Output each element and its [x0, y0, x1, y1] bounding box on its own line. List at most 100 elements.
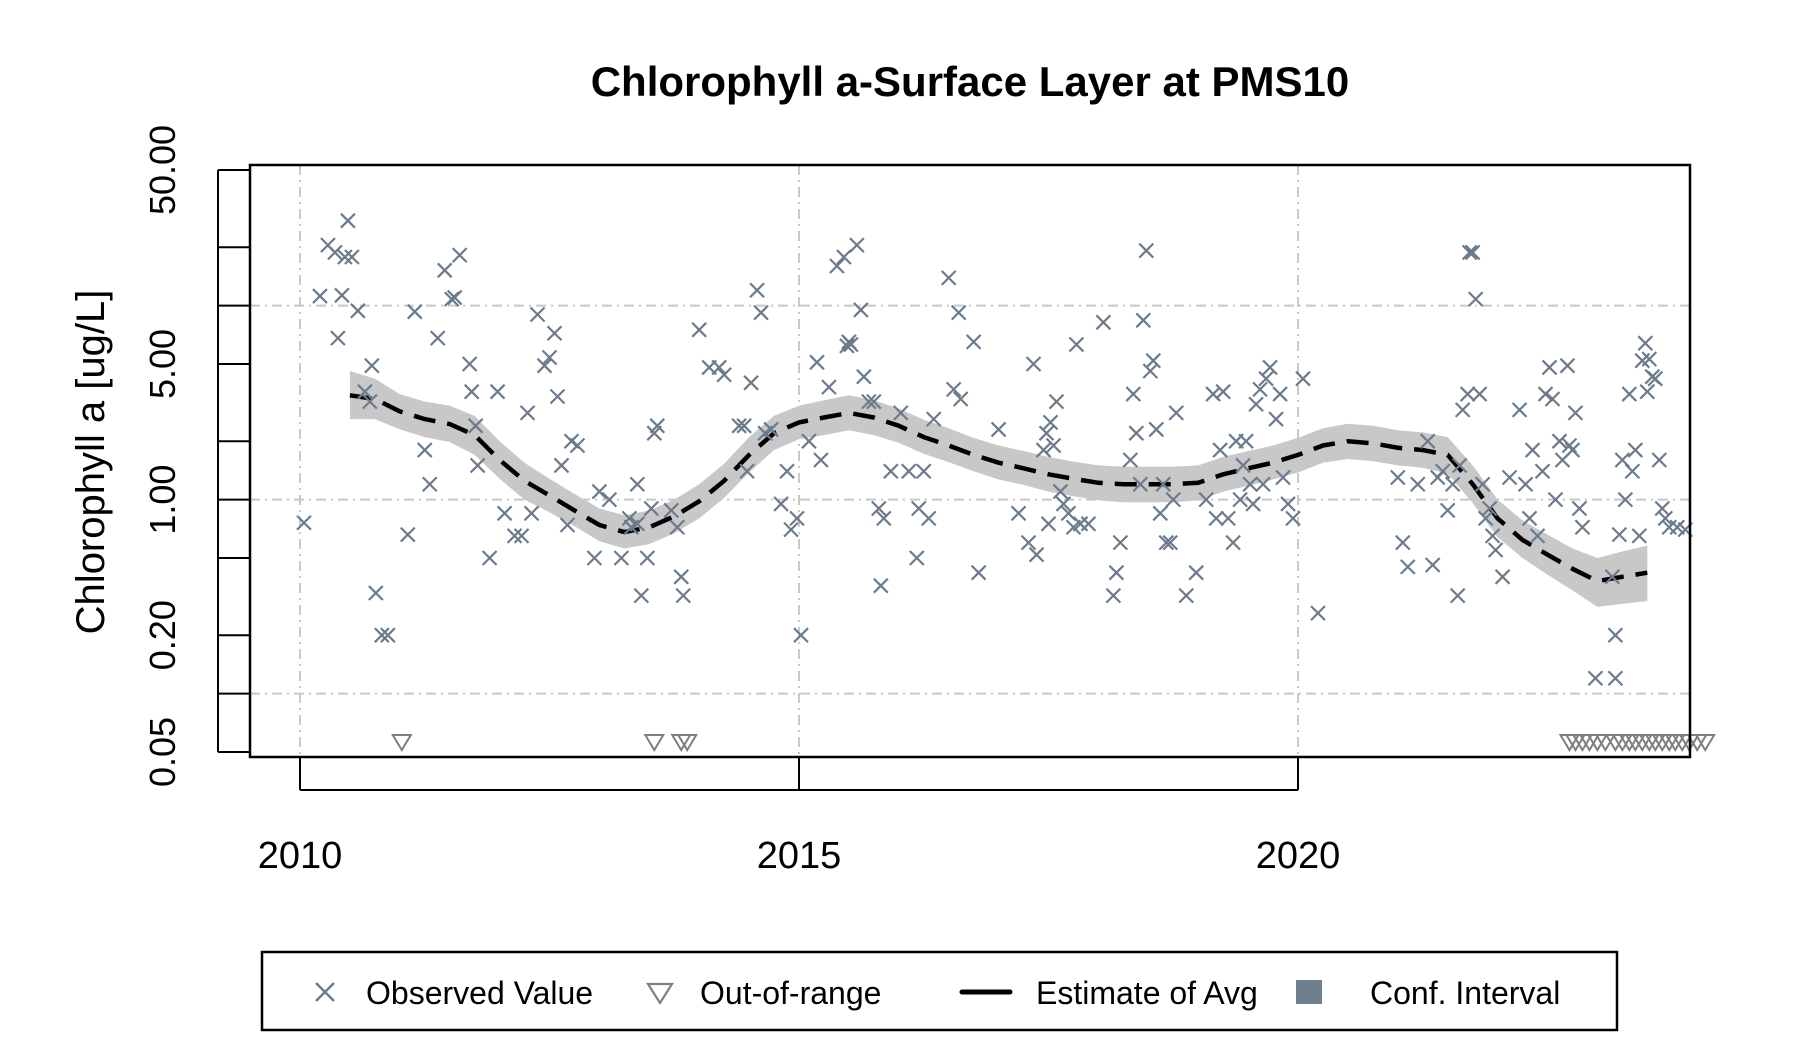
observed-point — [1208, 510, 1224, 527]
observed-point — [1409, 476, 1426, 493]
observed-point — [1215, 383, 1231, 400]
observed-point — [1604, 569, 1621, 585]
observed-point — [876, 510, 892, 527]
observed-point — [1188, 564, 1204, 581]
observed-point — [1544, 391, 1561, 407]
observed-point — [461, 356, 478, 372]
observed-point — [1627, 442, 1644, 458]
observed-point — [920, 510, 937, 527]
observed-point — [1654, 500, 1671, 517]
observed-point — [1155, 476, 1172, 493]
observed-point — [1038, 425, 1055, 441]
observed-point — [1574, 519, 1591, 536]
observed-point — [1559, 357, 1576, 374]
observed-point — [1390, 469, 1406, 486]
observed-point — [549, 388, 566, 405]
observed-point — [1477, 510, 1494, 527]
observed-point — [1474, 476, 1491, 493]
observed-point — [463, 383, 480, 400]
observed-point — [1541, 359, 1558, 376]
observed-point — [649, 418, 666, 434]
observed-point — [1122, 452, 1139, 468]
observed-point — [330, 330, 346, 346]
observed-point — [467, 418, 484, 434]
observed-point — [337, 249, 353, 265]
observed-point — [327, 244, 343, 261]
y-axis-label: Chlorophyll a [ug/L] — [69, 290, 113, 635]
observed-point — [1198, 491, 1214, 508]
legend-label-conf-interval: Conf. Interval — [1370, 975, 1560, 1011]
observed-point — [546, 325, 563, 342]
observed-point — [1168, 405, 1185, 421]
observed-point — [1487, 542, 1504, 558]
observed-point — [1095, 314, 1112, 331]
observed-point — [1068, 336, 1085, 353]
observed-point — [901, 463, 917, 480]
observed-point — [1467, 291, 1484, 307]
observed-point — [1165, 491, 1182, 508]
observed-point — [451, 247, 468, 263]
observed-point — [1657, 510, 1674, 527]
observed-point — [1135, 312, 1152, 329]
observed-point — [1461, 244, 1478, 261]
observed-point — [1020, 534, 1037, 551]
observed-point — [1501, 469, 1518, 486]
observed-point — [1212, 442, 1228, 458]
observed-point — [553, 457, 570, 474]
y-tick-label: 1.00 — [142, 465, 183, 535]
observed-point — [1424, 557, 1441, 573]
observed-point — [893, 405, 909, 421]
observed-point — [334, 287, 350, 304]
observed-point — [1561, 437, 1578, 454]
observed-point — [1042, 414, 1059, 431]
legend-label-observed: Observed Value — [366, 975, 593, 1011]
observed-point — [691, 322, 707, 338]
y-axis: 0.05 0.20 1.00 5.00 50.00 — [142, 125, 250, 787]
observed-point — [1631, 528, 1648, 544]
observed-point — [1521, 510, 1538, 527]
observed-point — [1537, 386, 1554, 402]
observed-point — [1511, 402, 1528, 418]
observed-point — [1451, 457, 1468, 474]
observed-point — [836, 249, 852, 265]
observed-point — [1105, 587, 1122, 604]
observed-point — [1459, 386, 1476, 402]
observed-point — [871, 500, 887, 517]
observed-point — [908, 550, 925, 566]
observed-point — [1262, 359, 1278, 376]
out-of-range-point — [1694, 734, 1716, 752]
observed-point — [1481, 500, 1498, 517]
observed-point — [591, 483, 608, 500]
observed-point — [1285, 510, 1301, 527]
observed-point — [400, 526, 416, 543]
observed-point — [1220, 510, 1236, 527]
observed-point — [1235, 457, 1251, 474]
observed-point — [915, 463, 932, 480]
observed-point — [469, 457, 486, 474]
observed-point — [1010, 505, 1027, 522]
observed-point — [416, 442, 433, 458]
observed-point — [633, 587, 650, 604]
observed-point — [1035, 442, 1052, 458]
observed-point — [559, 517, 576, 533]
observed-point — [1138, 242, 1155, 259]
observed-point — [1152, 505, 1169, 522]
observed-point — [429, 330, 446, 346]
observed-point — [1647, 370, 1664, 387]
observed-point — [711, 359, 727, 376]
observed-point — [809, 354, 825, 371]
observed-point — [1238, 433, 1254, 449]
legend-item-estimate: Estimate of Avg — [959, 975, 1258, 1011]
observed-point — [773, 496, 789, 512]
observed-point — [1419, 433, 1436, 449]
legend-item-observed: Observed Value — [315, 975, 593, 1011]
observed-point — [1052, 483, 1069, 500]
observed-point — [1125, 386, 1142, 402]
observed-point — [743, 375, 759, 391]
observed-point — [519, 405, 536, 421]
observed-point — [1272, 386, 1288, 402]
observed-point — [801, 433, 817, 449]
observed-point — [613, 550, 630, 566]
x-tick-label: 2020 — [1256, 835, 1341, 877]
